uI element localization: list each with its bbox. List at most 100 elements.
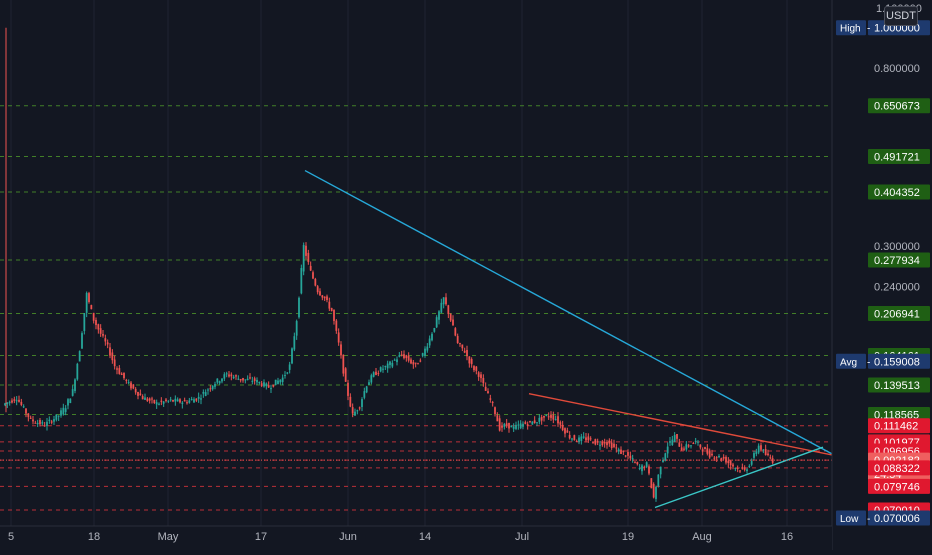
price-tag-text: Low [840,514,859,525]
candle [106,339,109,349]
candle-body [41,422,44,424]
candle-body [235,375,237,377]
candle-body [440,302,443,313]
candle-body [515,424,517,429]
candle-body [713,457,716,459]
candle [99,324,102,337]
candle [158,402,160,406]
candle-body [652,483,655,498]
candle-body [666,446,669,454]
candle-body [354,411,356,416]
candle [298,296,300,319]
candle [244,379,247,384]
price-tag-bg [836,510,866,526]
candle [440,298,443,314]
candle [284,371,286,379]
candle-body [484,386,487,391]
candle [340,341,342,359]
candle-body [174,398,177,402]
price-tag-sep: - [867,24,870,35]
candle [18,395,20,403]
candle-body [123,372,125,379]
candle [195,398,198,403]
candle [146,396,149,402]
candle-body [18,399,20,402]
candle [356,409,359,415]
candle-body [746,469,748,472]
candle-body [403,354,405,359]
candle-body [95,319,97,326]
candle-body [587,436,590,441]
candle [771,455,774,465]
candle-body [573,435,576,441]
candle-body [414,362,417,364]
candle [603,438,606,448]
time-axis-label: 17 [255,531,267,543]
candle-body [715,457,718,459]
candle [118,365,121,375]
candle-body [708,450,711,458]
candle-body [291,348,293,364]
candle [617,447,620,455]
candle-body [638,467,641,469]
price-label-text: 0.088322 [874,463,920,475]
candle-body [4,403,6,405]
candle [477,371,480,381]
price-label-text: 1.000000 [874,23,920,35]
candle-body [169,399,172,401]
candle-body [211,385,214,390]
candle-body [629,455,632,459]
candle-body [81,333,83,349]
candle-body [435,317,438,328]
candle [426,343,429,353]
trendline-ascending-support [654,446,824,509]
candle-body [526,424,529,426]
candle [615,443,618,453]
candle [354,408,356,416]
candle [160,397,163,406]
candle [494,406,496,417]
candle-body [342,354,345,374]
price-label-bg [868,252,930,268]
candle [127,379,130,385]
candle-body [179,399,181,403]
candle [484,382,487,391]
candle [664,452,667,462]
candle-body [130,382,132,389]
candle [750,458,753,467]
candle [277,377,279,385]
candle-body [657,474,660,486]
time-axis-label: May [158,531,179,543]
candle-body [496,415,499,422]
candle-body [32,419,34,422]
candle-body [503,424,506,427]
currency-badge[interactable]: USDT [884,6,918,26]
candle [155,399,158,409]
candle [764,444,767,456]
candle [235,374,237,380]
candle-body [200,398,202,400]
trendlines [304,169,880,509]
candle-body [592,442,594,444]
candle [379,366,382,373]
candle-body [74,379,76,391]
price-label: 0.800000 [874,63,920,75]
candle [421,352,424,358]
candle [531,421,534,425]
candle [90,304,93,310]
candle-body [760,445,762,450]
candle [186,400,188,405]
candle [610,439,613,450]
candle-body [139,393,142,396]
candle-body [55,414,58,420]
time-axis-background [0,526,832,550]
candle [333,309,335,325]
candle-body [46,421,48,427]
candle-body [720,458,723,460]
candle [708,448,711,459]
candle [508,422,510,433]
candle-body [669,441,671,443]
candle [190,396,193,401]
